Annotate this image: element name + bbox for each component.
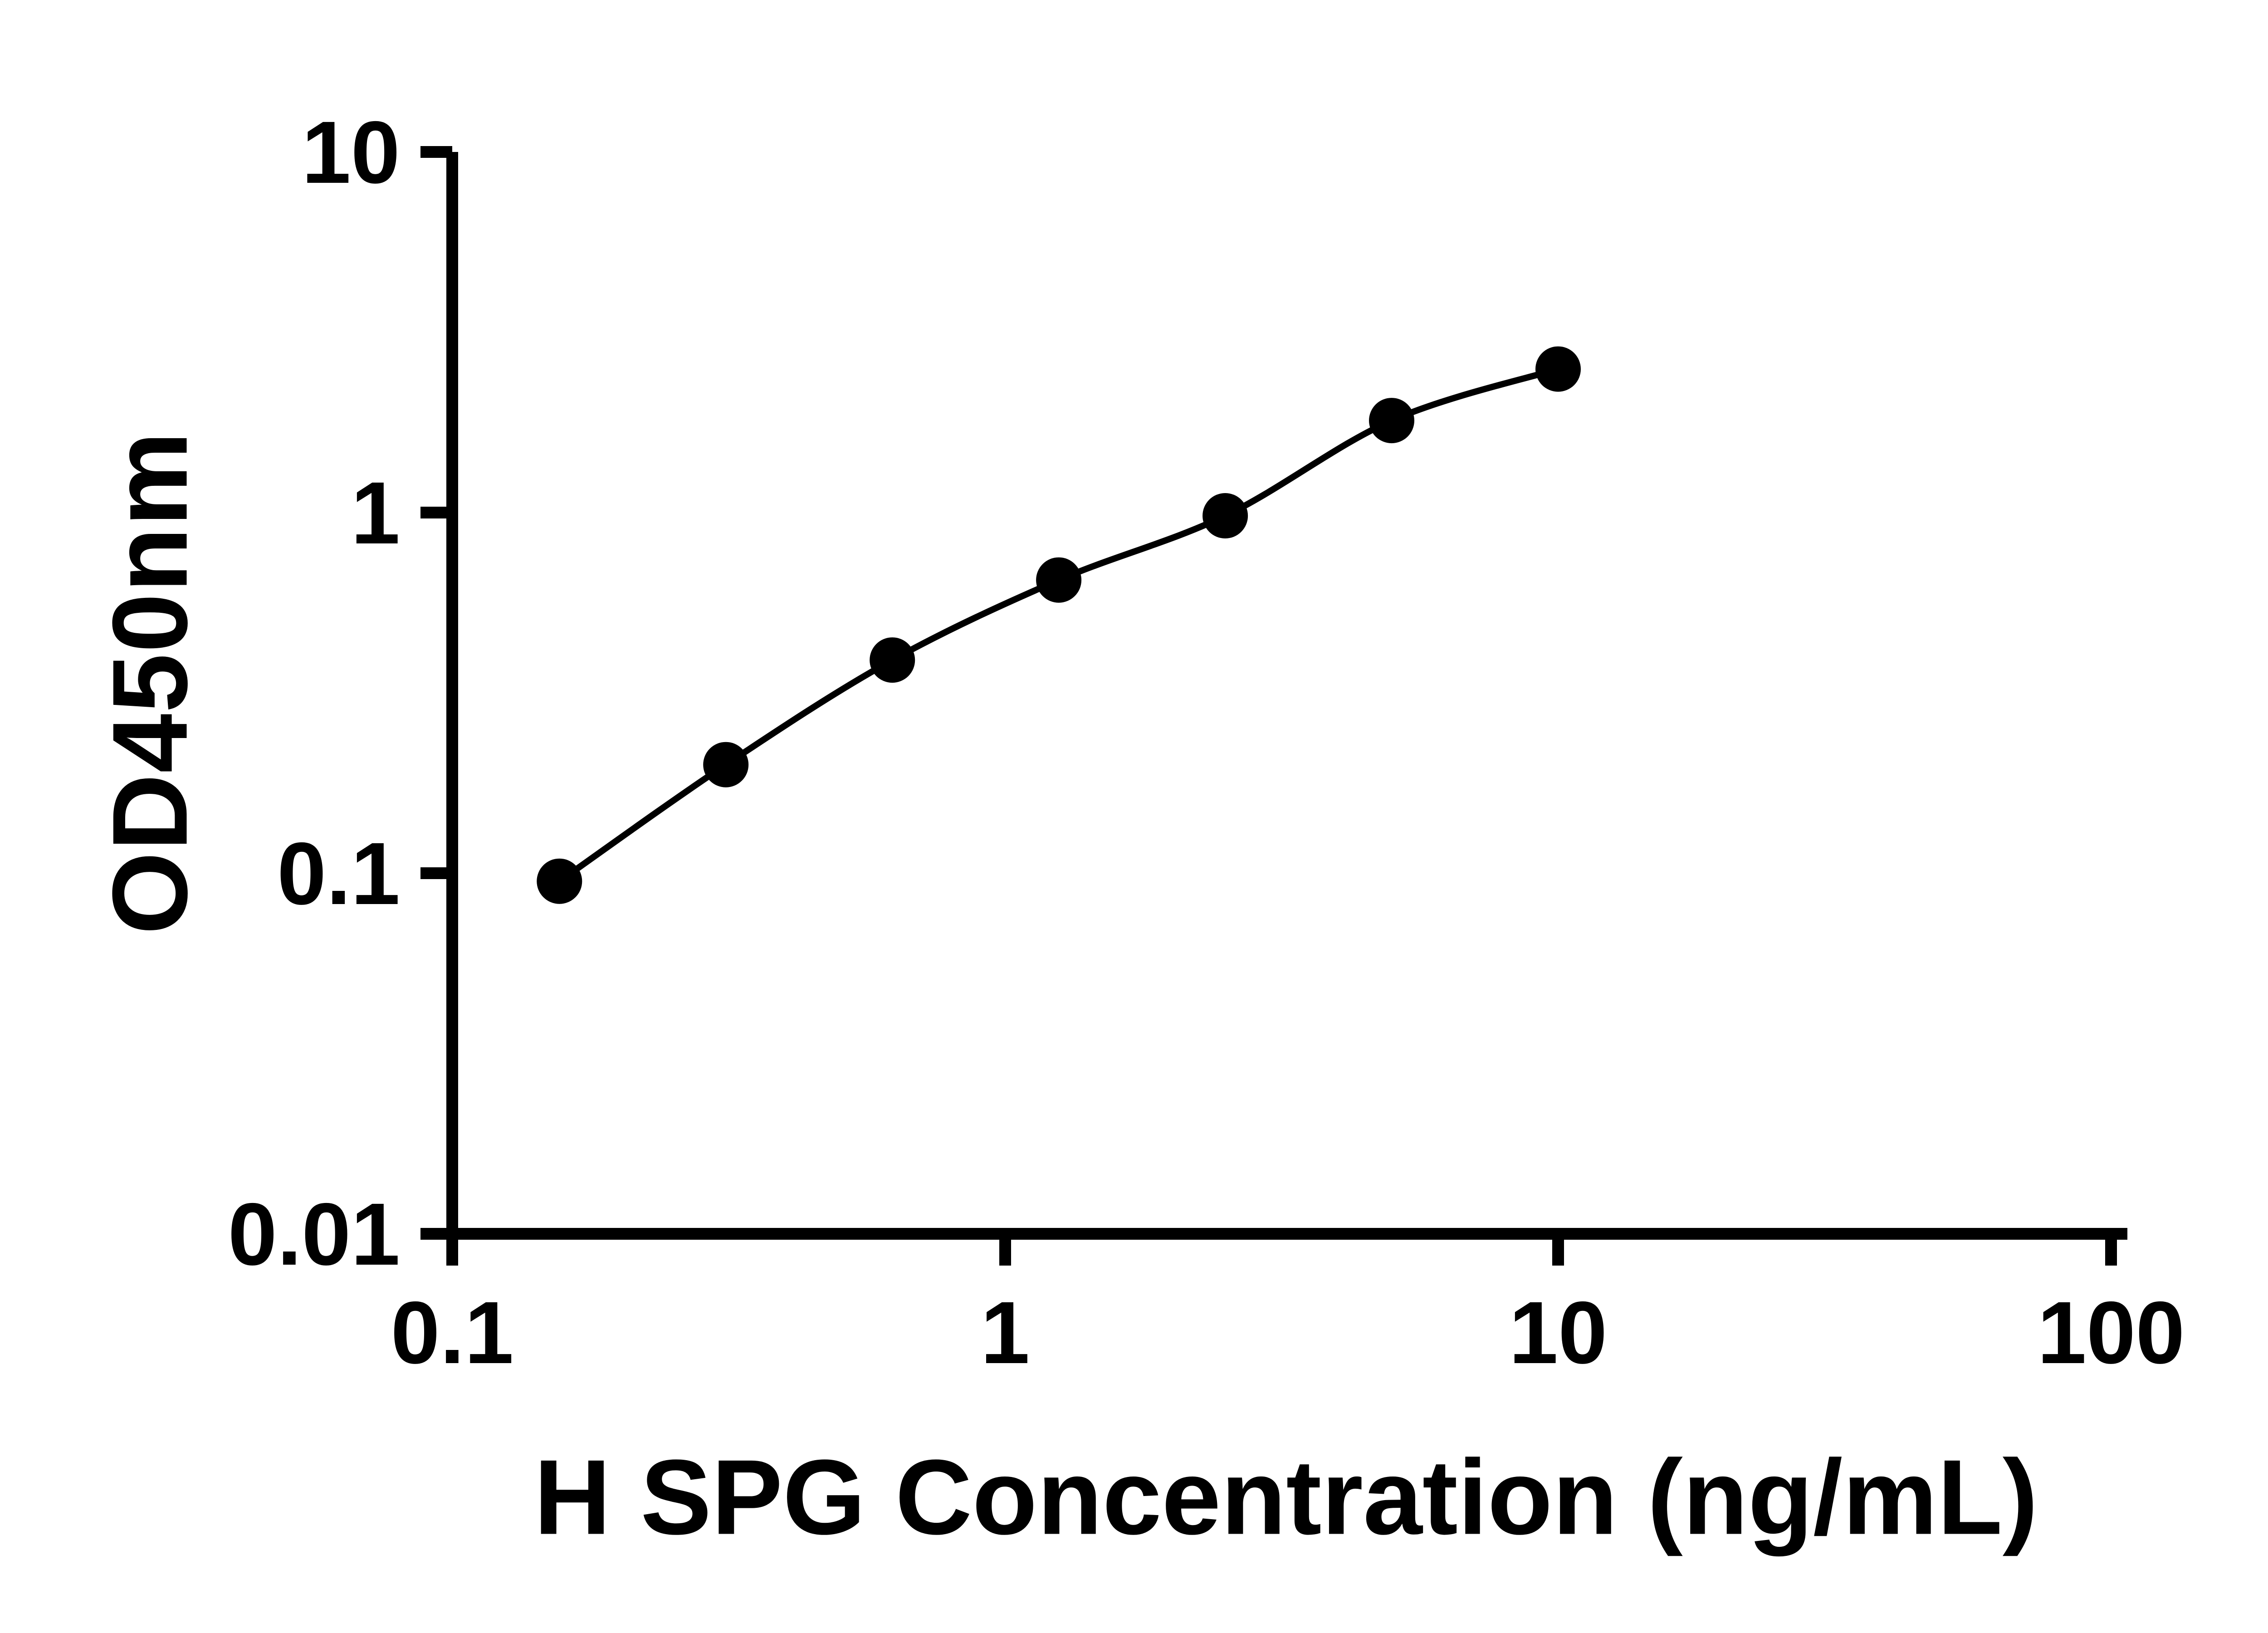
x-tick-label: 0.1 <box>391 1283 513 1382</box>
x-tick-label: 10 <box>1509 1283 1608 1382</box>
y-tick-label: 0.01 <box>228 1185 400 1284</box>
x-axis-title: H SPG Concentration (ng/mL) <box>533 1437 2038 1557</box>
data-point <box>537 858 582 904</box>
data-point <box>1369 398 1414 444</box>
data-point <box>1036 557 1082 603</box>
y-tick-label: 10 <box>302 103 400 202</box>
y-tick-label: 1 <box>351 464 400 562</box>
y-axis-title: OD450nm <box>90 430 210 935</box>
data-point <box>1535 346 1581 392</box>
x-tick-label: 100 <box>2037 1283 2185 1382</box>
data-point <box>870 637 915 683</box>
standard-curve-line <box>557 366 1559 884</box>
y-tick-label: 0.1 <box>277 824 400 923</box>
x-tick-label: 1 <box>981 1283 1030 1382</box>
data-point <box>1202 493 1248 538</box>
data-point <box>703 742 749 787</box>
